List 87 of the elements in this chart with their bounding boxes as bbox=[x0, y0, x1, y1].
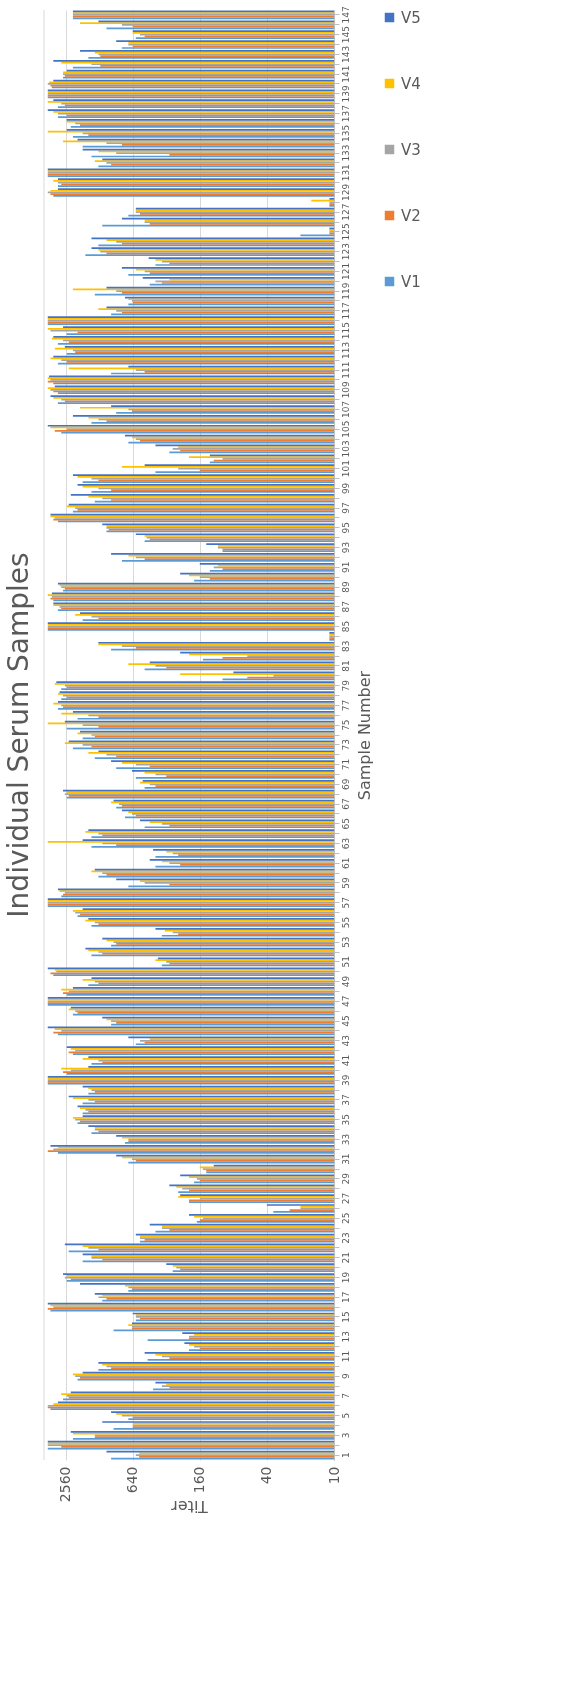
y-tick-label: 141 bbox=[340, 65, 351, 83]
y-tick-label: 63 bbox=[340, 837, 351, 850]
legend-label: V4 bbox=[401, 74, 421, 93]
y-tick-label: 105 bbox=[340, 420, 351, 438]
legend-label: V2 bbox=[401, 206, 421, 225]
y-tick-label: 53 bbox=[340, 936, 351, 948]
y-tick-label: 93 bbox=[340, 541, 351, 554]
y-tick-label: 135 bbox=[340, 124, 351, 142]
y-tick-label: 107 bbox=[340, 400, 351, 419]
y-tick-label: 127 bbox=[340, 203, 351, 221]
text: Individual Serum Samples bbox=[1, 552, 35, 918]
y-tick-label: 13 bbox=[340, 1330, 351, 1343]
y-tick-label: 109 bbox=[340, 380, 351, 399]
y-tick-label: 117 bbox=[340, 302, 351, 320]
y-tick-label: 19 bbox=[340, 1271, 351, 1284]
y-tick-label: 47 bbox=[340, 995, 351, 1008]
y-tick-label: 57 bbox=[340, 896, 351, 909]
y-tick-label: 131 bbox=[340, 164, 351, 182]
y-tick-label: 121 bbox=[340, 262, 351, 280]
y-tick-label: 87 bbox=[340, 601, 351, 613]
y-tick-label: 103 bbox=[340, 440, 351, 458]
y-tick-label: 95 bbox=[340, 522, 351, 534]
y-tick-label: 29 bbox=[340, 1172, 351, 1185]
y-tick-label: 115 bbox=[340, 321, 351, 340]
y-tick-label: 1 bbox=[340, 1452, 351, 1458]
y-tick-label: 113 bbox=[340, 341, 351, 359]
y-tick-label: 101 bbox=[340, 460, 351, 478]
y-tick-label: 75 bbox=[340, 719, 351, 731]
y-tick-label: 7 bbox=[340, 1393, 351, 1399]
y-tick-label: 77 bbox=[340, 699, 351, 712]
y-tick-label: 39 bbox=[340, 1074, 351, 1086]
y-tick-label: 35 bbox=[340, 1113, 351, 1126]
y-tick-label: 85 bbox=[340, 620, 351, 633]
legend-label: V5 bbox=[401, 8, 421, 27]
y-tick-label: 37 bbox=[340, 1094, 351, 1106]
y-tick-label: 99 bbox=[340, 482, 351, 495]
y-tick-label: 21 bbox=[340, 1252, 351, 1264]
y-tick-label: 145 bbox=[340, 26, 351, 44]
x-axis-title: Titer bbox=[170, 1497, 209, 1517]
y-tick-label: 3 bbox=[340, 1432, 351, 1439]
y-tick-label: 125 bbox=[340, 223, 351, 241]
y-tick-label: 11 bbox=[340, 1350, 351, 1363]
y-tick-label: 27 bbox=[340, 1192, 351, 1205]
y-tick-label: 17 bbox=[340, 1291, 351, 1303]
y-tick-label: 31 bbox=[340, 1153, 351, 1165]
x-tick-label: 160 bbox=[191, 1466, 208, 1494]
y-tick-label: 97 bbox=[340, 502, 351, 514]
y-tick-label: 15 bbox=[340, 1311, 351, 1323]
legend-label: V3 bbox=[401, 140, 421, 159]
y-tick-label: 83 bbox=[340, 640, 351, 652]
y-tick-label: 73 bbox=[340, 739, 351, 751]
y-tick-label: 137 bbox=[340, 104, 351, 123]
y-tick-label: 139 bbox=[340, 84, 351, 103]
y-tick-label: 79 bbox=[340, 679, 351, 692]
y-tick-label: 67 bbox=[340, 798, 351, 810]
y-tick-label: 43 bbox=[340, 1035, 351, 1047]
y-tick-label: 61 bbox=[340, 857, 351, 869]
y-tick-label: 65 bbox=[340, 818, 351, 830]
legend-label: V1 bbox=[401, 272, 421, 291]
y-tick-label: 33 bbox=[340, 1133, 351, 1146]
y-tick-label: 133 bbox=[340, 144, 351, 162]
y-tick-label: 147 bbox=[340, 6, 351, 24]
x-tick-label: 640 bbox=[124, 1466, 141, 1494]
y-tick-label: 51 bbox=[340, 956, 351, 968]
x-tick-label: 2560 bbox=[57, 1466, 74, 1503]
y-tick-label: 91 bbox=[340, 561, 351, 574]
x-tick-label: 10 bbox=[325, 1466, 342, 1485]
y-tick-label: 123 bbox=[340, 243, 351, 261]
y-tick-label: 23 bbox=[340, 1232, 351, 1244]
y-tick-label: 5 bbox=[340, 1412, 351, 1419]
y-tick-label: 55 bbox=[340, 916, 351, 929]
y-tick-label: 71 bbox=[340, 758, 351, 771]
y-tick-label: 41 bbox=[340, 1054, 351, 1067]
y-tick-label: 9 bbox=[340, 1373, 351, 1380]
y-tick-label: 25 bbox=[340, 1212, 351, 1225]
y-tick-label: 129 bbox=[340, 183, 351, 202]
y-tick-label: 143 bbox=[340, 45, 351, 63]
y-tick-label: 89 bbox=[340, 581, 351, 593]
y-tick-label: 111 bbox=[340, 361, 351, 379]
y-tick-label: 69 bbox=[340, 778, 351, 791]
y-tick-label: 59 bbox=[340, 876, 351, 889]
x-tick-label: 40 bbox=[258, 1466, 275, 1485]
y-tick-label: 119 bbox=[340, 282, 351, 300]
y-tick-label: 49 bbox=[340, 975, 351, 988]
y-tick-label: 81 bbox=[340, 660, 351, 672]
y-axis-title: Sample Number bbox=[354, 670, 374, 801]
y-tick-label: 45 bbox=[340, 1015, 351, 1027]
